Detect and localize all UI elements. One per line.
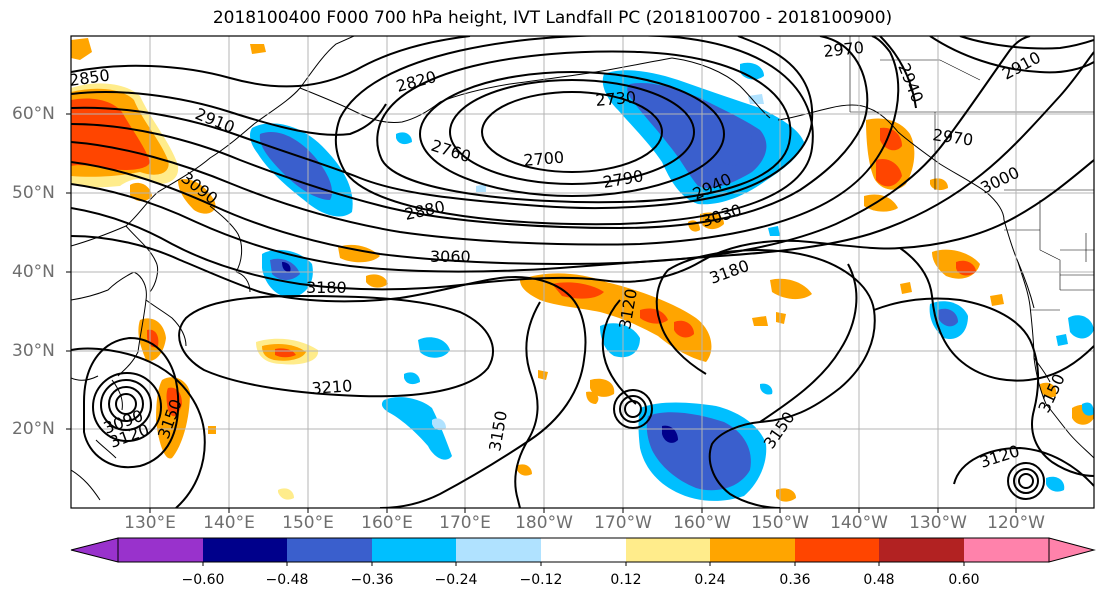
contour-label: 3210 xyxy=(311,376,353,398)
lat-label-20n: 20°N xyxy=(12,419,55,439)
lon-label-180w: 180°W xyxy=(515,513,573,533)
colorbar-segment xyxy=(118,538,203,562)
lat-label-30n: 30°N xyxy=(12,341,55,361)
lon-label-170w: 170°W xyxy=(594,513,652,533)
map-panel: 2850 2820 2730 2970 2940 2910 2910 2760 … xyxy=(71,36,1094,508)
axis-ticks xyxy=(66,113,1017,513)
lon-label-130w: 130°W xyxy=(909,513,967,533)
map-title: 2018100400 F000 700 hPa height, IVT Land… xyxy=(212,8,893,28)
lon-label-160e: 160°E xyxy=(361,513,413,533)
colorbar-tick-label: 0.24 xyxy=(694,572,726,588)
colorbar-segment xyxy=(456,538,541,562)
colorbar-segment xyxy=(710,538,795,562)
colorbar-segment xyxy=(879,538,964,562)
colorbar-low-extend xyxy=(70,537,119,563)
contour-label: 2730 xyxy=(595,88,637,110)
colorbar-tick-label: −0.60 xyxy=(181,572,225,588)
colorbar-segment xyxy=(287,538,372,562)
colorbar-segment xyxy=(541,538,626,562)
height-contours xyxy=(71,36,1094,508)
lon-label-130e: 130°E xyxy=(124,513,176,533)
lon-label-120w: 120°W xyxy=(987,513,1045,533)
colorbar-segment xyxy=(795,538,879,562)
contour-label: 2700 xyxy=(523,148,565,170)
lon-label-140e: 140°E xyxy=(203,513,255,533)
colorbar-tick-label: −0.36 xyxy=(350,572,394,588)
lat-label-50n: 50°N xyxy=(12,183,55,203)
colorbar-tick-label: 0.60 xyxy=(948,572,980,588)
colorbar-tick-label: 0.36 xyxy=(779,572,811,588)
political-borders xyxy=(849,36,1094,311)
lat-label-60n: 60°N xyxy=(12,104,55,124)
lon-label-160w: 160°W xyxy=(673,513,731,533)
contour-label: 3180 xyxy=(306,278,347,297)
contour-label: 2970 xyxy=(822,38,864,61)
lon-label-140w: 140°W xyxy=(830,513,888,533)
colorbar-tick-label: −0.48 xyxy=(265,572,309,588)
colorbar-high-extend xyxy=(1048,537,1096,563)
colorbar-tick-label: 0.48 xyxy=(863,572,895,588)
ivt-positive-shading xyxy=(71,38,1094,502)
colorbar-tick-label: −0.24 xyxy=(434,572,478,588)
lon-label-170e: 170°E xyxy=(439,513,491,533)
colorbar xyxy=(70,537,1096,566)
contour-label: 3060 xyxy=(430,247,471,266)
lon-label-150w: 150°W xyxy=(751,513,809,533)
colorbar-tick-label: 0.12 xyxy=(610,572,642,588)
lon-label-150e: 150°E xyxy=(282,513,334,533)
colorbar-segment xyxy=(626,538,710,562)
colorbar-tick-label: −0.12 xyxy=(519,572,563,588)
colorbar-segment xyxy=(203,538,287,562)
colorbar-segment xyxy=(372,538,456,562)
colorbar-segment xyxy=(964,538,1049,562)
lat-label-40n: 40°N xyxy=(12,262,55,282)
